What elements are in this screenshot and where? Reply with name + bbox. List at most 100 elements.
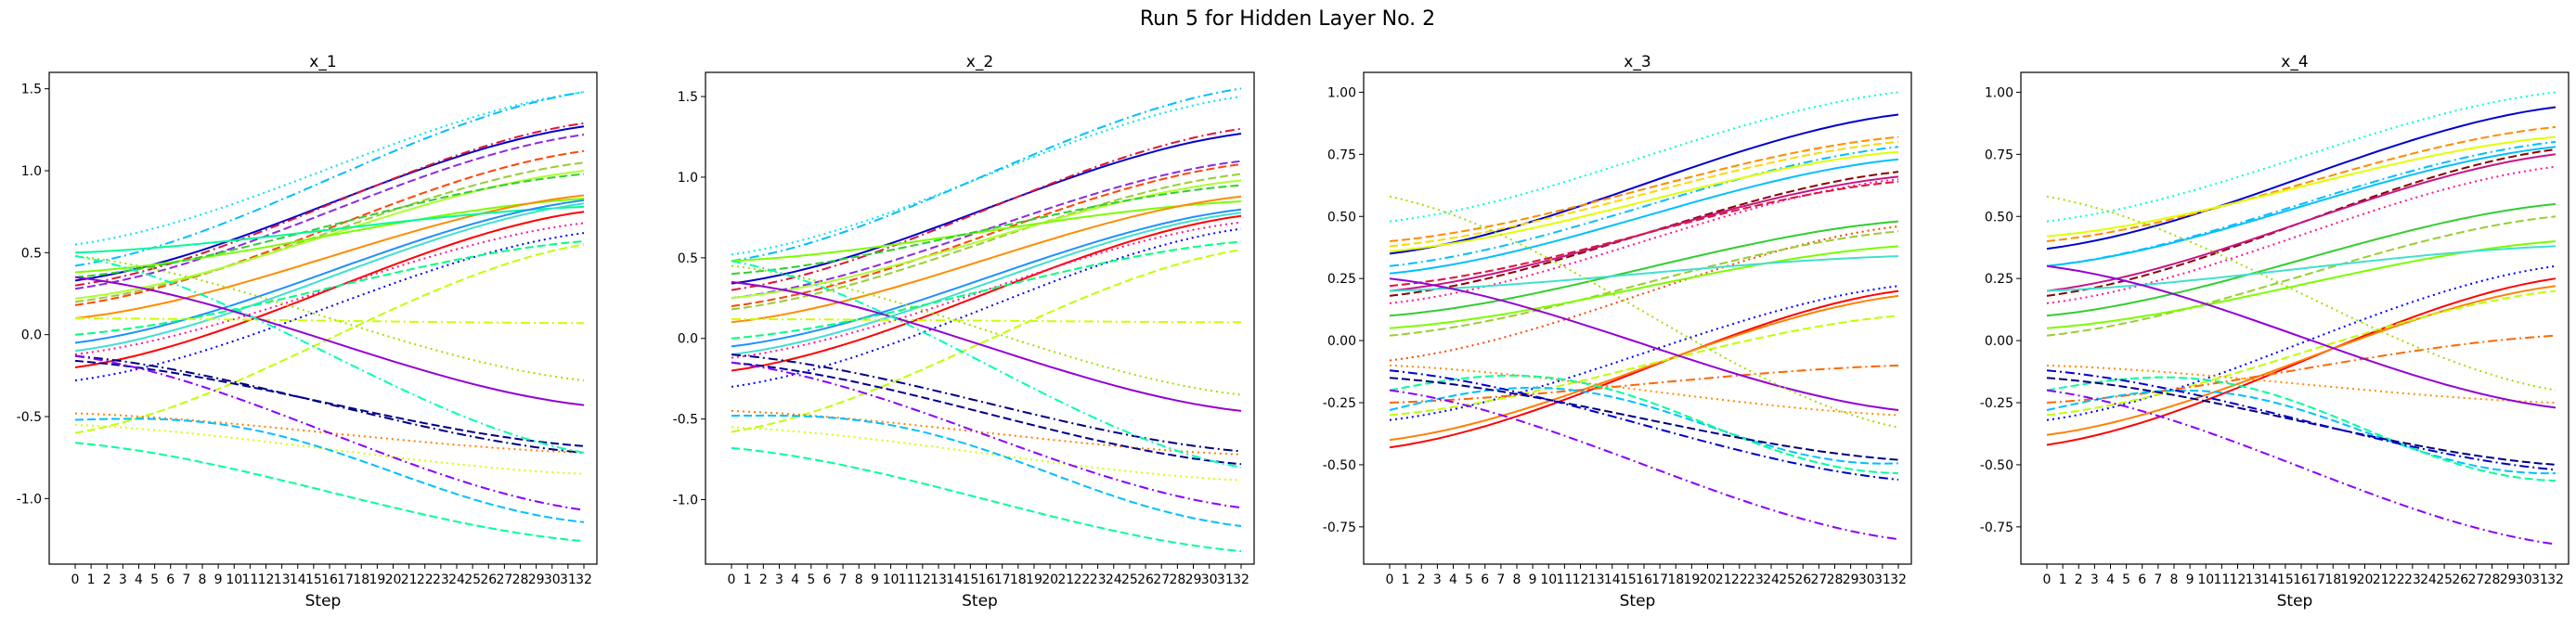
x-tick-label: 23 xyxy=(433,572,449,587)
x-tick-label: 20 xyxy=(1700,572,1716,587)
y-tick-label: 0.50 xyxy=(1327,210,1356,225)
y-tick-label: 0.50 xyxy=(1985,210,2013,225)
x-tick-label: 21 xyxy=(1715,572,1732,587)
y-tick-label: 0.00 xyxy=(1327,334,1356,349)
x-tick-label: 20 xyxy=(2357,572,2374,587)
series-line-6 xyxy=(731,163,1242,307)
x-tick-label: 17 xyxy=(337,572,354,587)
series-line-18 xyxy=(731,249,1242,433)
plot-frame xyxy=(1363,71,1912,565)
x-tick-label: 3 xyxy=(2091,572,2099,587)
x-axis-label: Step xyxy=(1620,592,1656,611)
x-tick-label: 29 xyxy=(1843,572,1859,587)
series-line-10 xyxy=(731,195,1242,324)
x-tick-label: 1 xyxy=(744,572,752,587)
x-axis-label: Step xyxy=(962,592,998,611)
x-tick-label: 24 xyxy=(1763,572,1780,587)
series-line-14 xyxy=(1389,230,1899,337)
x-tick-label: 28 xyxy=(2484,572,2501,587)
x-tick-label: 0 xyxy=(728,572,736,587)
series-line-16 xyxy=(731,227,1242,388)
x-tick-label: 2 xyxy=(1417,572,1426,587)
series-group xyxy=(1389,91,1899,541)
x-tick-label: 27 xyxy=(1810,572,1827,587)
series-line-11 xyxy=(731,184,1242,276)
subplot-4: x_4-0.75-0.50-0.250.000.250.500.751.000 1… xyxy=(1980,53,2570,611)
y-tick-label: 0.75 xyxy=(1985,148,2013,162)
series-line-14 xyxy=(2046,264,2557,421)
series-line-8 xyxy=(1389,171,1899,297)
series-line-26 xyxy=(731,260,1242,469)
x-tick-label: 30 xyxy=(544,572,561,587)
series-line-19 xyxy=(74,243,585,434)
series-line-10 xyxy=(1389,178,1899,304)
series-line-19 xyxy=(2046,334,2557,404)
series-line-15 xyxy=(2046,277,2557,446)
series-line-21 xyxy=(731,280,1242,412)
x-tick-label: 15 xyxy=(305,572,322,587)
series-line-19 xyxy=(1389,294,1899,442)
x-tick-label: 21 xyxy=(401,572,418,587)
series-line-7 xyxy=(731,173,1242,311)
y-tick-label: 0.0 xyxy=(678,332,698,347)
x-tick-label: 8 xyxy=(199,572,207,587)
x-tick-label: 19 xyxy=(1683,572,1700,587)
x-tick-label: 19 xyxy=(369,572,385,587)
series-line-24 xyxy=(2046,377,2557,466)
x-tick-label: 5 xyxy=(2122,572,2130,587)
series-line-9 xyxy=(74,198,585,274)
y-tick-label: 1.5 xyxy=(21,83,42,97)
series-line-5 xyxy=(1389,146,1899,267)
x-tick-label: 4 xyxy=(1449,572,1457,587)
x-tick-label: 27 xyxy=(496,572,512,587)
y-tick-label: 0.75 xyxy=(1327,148,1356,162)
x-tick-label: 29 xyxy=(2500,572,2517,587)
series-line-4 xyxy=(1389,140,1899,248)
x-tick-label: 4 xyxy=(135,572,143,587)
subplot-grid: x_1-1.0-0.50.00.51.01.50 1 2 3 4 5 6 7 8 9 10 11 12 1… xyxy=(17,53,2570,611)
x-tick-label: 2 xyxy=(103,572,111,587)
series-group xyxy=(74,91,585,543)
series-line-2 xyxy=(2046,106,2557,251)
x-tick-label: 13 xyxy=(930,572,947,587)
series-line-12 xyxy=(1389,220,1899,317)
x-tick-label: 28 xyxy=(1827,572,1844,587)
series-line-26 xyxy=(2046,389,2557,546)
series-line-2 xyxy=(1389,113,1899,255)
x-tick-label: 14 xyxy=(1604,572,1621,587)
x-tick-label: 5 xyxy=(150,572,159,587)
x-tick-label: 5 xyxy=(1465,572,1473,587)
x-tick-label: 4 xyxy=(791,572,799,587)
y-tick-label: -0.25 xyxy=(1323,396,1356,411)
x-tick-label: 13 xyxy=(274,572,291,587)
x-tick-label: 7 xyxy=(182,572,190,587)
series-line-24 xyxy=(731,361,1242,466)
subplot-title: x_3 xyxy=(1624,53,1650,71)
x-tick-label: 30 xyxy=(2516,572,2532,587)
x-tick-label: 2 xyxy=(759,572,768,587)
series-line-18 xyxy=(74,240,585,336)
series-line-7 xyxy=(2046,148,2557,297)
x-tick-label: 15 xyxy=(962,572,978,587)
x-tick-label: 3 xyxy=(775,572,783,587)
y-tick-label: 1.0 xyxy=(678,171,698,186)
x-tick-label: 23 xyxy=(1747,572,1764,587)
series-line-1 xyxy=(1389,91,1899,223)
series-line-12 xyxy=(731,208,1242,348)
series-line-18 xyxy=(2046,364,2557,404)
x-tick-label: 16 xyxy=(2293,572,2310,587)
series-line-24 xyxy=(74,354,585,454)
x-tick-label: 9 xyxy=(214,572,223,587)
series-line-11 xyxy=(2046,215,2557,337)
x-tick-label: 1 xyxy=(87,572,96,587)
series-line-10 xyxy=(2046,202,2557,317)
series-line-21 xyxy=(2046,264,2557,409)
x-tick-label: 26 xyxy=(1794,572,1811,587)
x-tick-label: 18 xyxy=(1010,572,1027,587)
x-tick-label: 18 xyxy=(2324,572,2341,587)
x-tick-label: 26 xyxy=(2452,572,2468,587)
x-tick-label: 32 xyxy=(1890,572,1907,587)
series-line-22 xyxy=(2046,389,2556,475)
x-tick-label: 31 xyxy=(1874,572,1891,587)
